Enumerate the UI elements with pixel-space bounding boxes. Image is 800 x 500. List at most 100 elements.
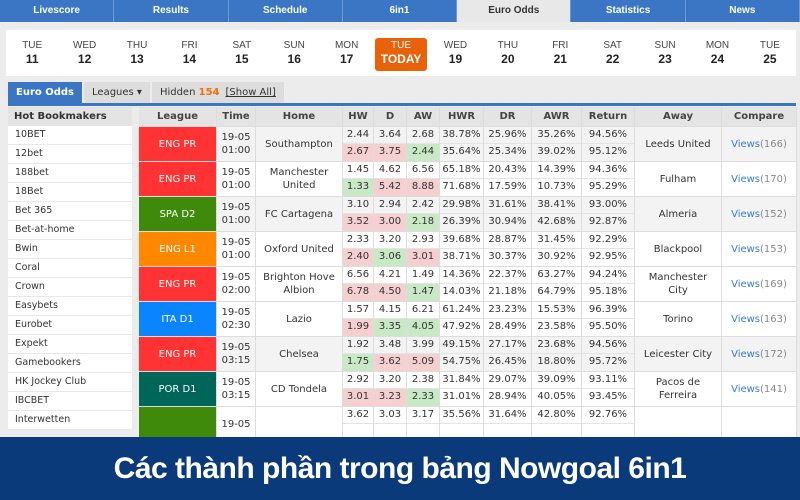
sidebar-item-bookmaker[interactable]: Gamebookers <box>8 354 132 373</box>
sidebar-item-bookmaker[interactable]: Bet 365 <box>8 202 132 221</box>
table-row: 19-05 3.62 3.03 3.17 35.56% 31.64% 42.80% 92.76… <box>139 407 797 442</box>
views-link[interactable]: Views <box>731 313 761 325</box>
views-link[interactable]: Views <box>731 173 761 185</box>
date-item[interactable]: THU 20 <box>482 30 534 76</box>
nav-tab-statistics[interactable]: Statistics <box>571 0 686 22</box>
sidebar-item-bookmaker[interactable]: HK Jockey Club <box>8 373 132 392</box>
nav-tab-news[interactable]: News <box>686 0 800 22</box>
home-team[interactable]: Southampton <box>256 127 343 161</box>
match-date: 19-05 <box>221 167 251 178</box>
sidebar-item-bookmaker[interactable]: Expekt <box>8 335 132 354</box>
sidebar-item-bookmaker[interactable]: 188bet <box>8 164 132 183</box>
tab-euro-odds[interactable]: Euro Odds <box>8 82 83 104</box>
date-item[interactable]: MON 17 <box>320 30 372 76</box>
odds-column: 93.11% 93.45% <box>582 372 635 406</box>
nav-tab-livescore[interactable]: Livescore <box>0 0 115 22</box>
nav-tab-6in1[interactable]: 6in1 <box>343 0 458 22</box>
day-number: 20 <box>501 52 515 66</box>
home-team[interactable]: Lazio <box>256 302 343 336</box>
odds-value: 17.59% <box>488 181 527 192</box>
day-number: 19 <box>448 52 463 66</box>
leagues-dropdown[interactable]: Leagues ▾ <box>84 82 150 104</box>
show-all-link[interactable]: [Show All] <box>225 87 276 98</box>
sidebar-item-bookmaker[interactable]: 18Bet <box>8 183 132 202</box>
away-team[interactable]: Almeria <box>635 197 722 231</box>
away-team[interactable]: Pacos de Ferreira <box>635 372 722 406</box>
home-team[interactable]: CD Tondela <box>256 372 343 406</box>
day-number: 24 <box>710 52 725 66</box>
views-link[interactable]: Views <box>731 208 761 220</box>
league-badge[interactable]: ENG PR <box>139 162 217 196</box>
league-badge[interactable] <box>139 407 217 441</box>
compare-cell: Views (152) <box>722 197 797 231</box>
odds-value: 1.99 <box>343 319 373 336</box>
sidebar-item-bookmaker[interactable]: 10BET <box>8 126 132 145</box>
match-time: 19-05 01:00 <box>217 127 256 161</box>
sidebar-item-bookmaker[interactable]: Crown <box>8 278 132 297</box>
odds-column: 2.94 3.00 <box>374 197 407 231</box>
home-team[interactable] <box>256 407 343 441</box>
away-team[interactable]: Fulham <box>635 162 722 196</box>
odds-value: 29.98% <box>440 197 483 214</box>
league-badge[interactable]: ENG PR <box>139 127 217 161</box>
odds-column: 2.33 2.40 <box>343 232 374 266</box>
date-item[interactable]: SAT 22 <box>586 30 638 76</box>
date-item[interactable]: SAT 15 <box>216 30 268 76</box>
match-time: 19-05 02:30 <box>217 302 256 336</box>
views-link[interactable]: Views <box>731 383 761 395</box>
home-team[interactable]: Chelsea <box>256 337 343 371</box>
match-time: 19-05 <box>217 407 256 441</box>
nav-tab-euro-odds[interactable]: Euro Odds <box>457 0 572 22</box>
odds-value: 31.01% <box>442 391 481 402</box>
date-item[interactable]: TUE TODAY <box>374 38 428 71</box>
sub-tabs: Euro Odds Leagues ▾ Hidden 154 [Show All] <box>8 82 284 104</box>
views-link[interactable]: Views <box>731 138 761 150</box>
date-item[interactable]: MON 24 <box>691 30 743 76</box>
away-team[interactable]: Manchester City <box>635 267 722 301</box>
date-item[interactable]: TUE 11 <box>6 30 58 76</box>
sidebar-item-bookmaker[interactable]: Easybets <box>8 297 132 316</box>
nav-tab-schedule[interactable]: Schedule <box>229 0 343 22</box>
sidebar-item-bookmaker[interactable]: IBCBET <box>8 392 132 411</box>
league-badge[interactable]: ENG L1 <box>139 232 217 266</box>
odds-value: 20.43% <box>484 162 531 179</box>
league-badge[interactable]: ENG PR <box>139 267 217 301</box>
odds-value: 3.01 <box>343 389 373 406</box>
nav-tab-results[interactable]: Results <box>114 0 229 22</box>
date-item[interactable]: SUN 23 <box>639 30 691 76</box>
away-team[interactable]: Leeds United <box>635 127 722 161</box>
date-item[interactable]: WED 19 <box>429 30 481 76</box>
sidebar-item-bookmaker[interactable]: Bet-at-home <box>8 221 132 240</box>
sidebar-item-bookmaker[interactable]: Interwetten <box>8 411 132 430</box>
odds-value: 2.38 <box>407 372 439 389</box>
date-item[interactable]: SUN 16 <box>268 30 320 76</box>
home-team[interactable]: Oxford United <box>256 232 343 266</box>
odds-column: 3.10 3.52 <box>343 197 374 231</box>
date-item[interactable]: TUE 25 <box>744 30 796 76</box>
league-badge[interactable]: POR D1 <box>139 372 217 406</box>
home-team[interactable]: FC Cartagena <box>256 197 343 231</box>
away-team[interactable]: Torino <box>635 302 722 336</box>
date-item[interactable]: FRI 14 <box>163 30 215 76</box>
views-link[interactable]: Views <box>731 278 761 290</box>
views-link[interactable]: Views <box>731 243 761 255</box>
day-number: 14 <box>182 52 197 66</box>
sidebar-item-bookmaker[interactable]: Coral <box>8 259 132 278</box>
away-team[interactable]: Blackpool <box>635 232 722 266</box>
views-link[interactable]: Views <box>731 348 761 360</box>
date-item[interactable]: THU 13 <box>111 30 163 76</box>
kickoff-time: 01:00 <box>221 145 251 156</box>
league-badge[interactable]: ENG PR <box>139 337 217 371</box>
away-team[interactable]: Leicester City <box>635 337 722 371</box>
date-item[interactable]: FRI 21 <box>534 30 586 76</box>
sidebar-item-bookmaker[interactable]: 12bet <box>8 145 132 164</box>
home-team[interactable]: Brighton Hove Albion <box>256 267 343 301</box>
league-badge[interactable]: ITA D1 <box>139 302 217 336</box>
league-badge[interactable]: SPA D2 <box>139 197 217 231</box>
home-team[interactable]: Manchester United <box>256 162 343 196</box>
sidebar-item-bookmaker[interactable]: Eurobet <box>8 316 132 335</box>
away-team[interactable] <box>635 407 722 441</box>
sidebar-item-bookmaker[interactable]: Bwin <box>8 240 132 259</box>
odds-value: 8.88 <box>407 179 439 196</box>
date-item[interactable]: WED 12 <box>58 30 110 76</box>
